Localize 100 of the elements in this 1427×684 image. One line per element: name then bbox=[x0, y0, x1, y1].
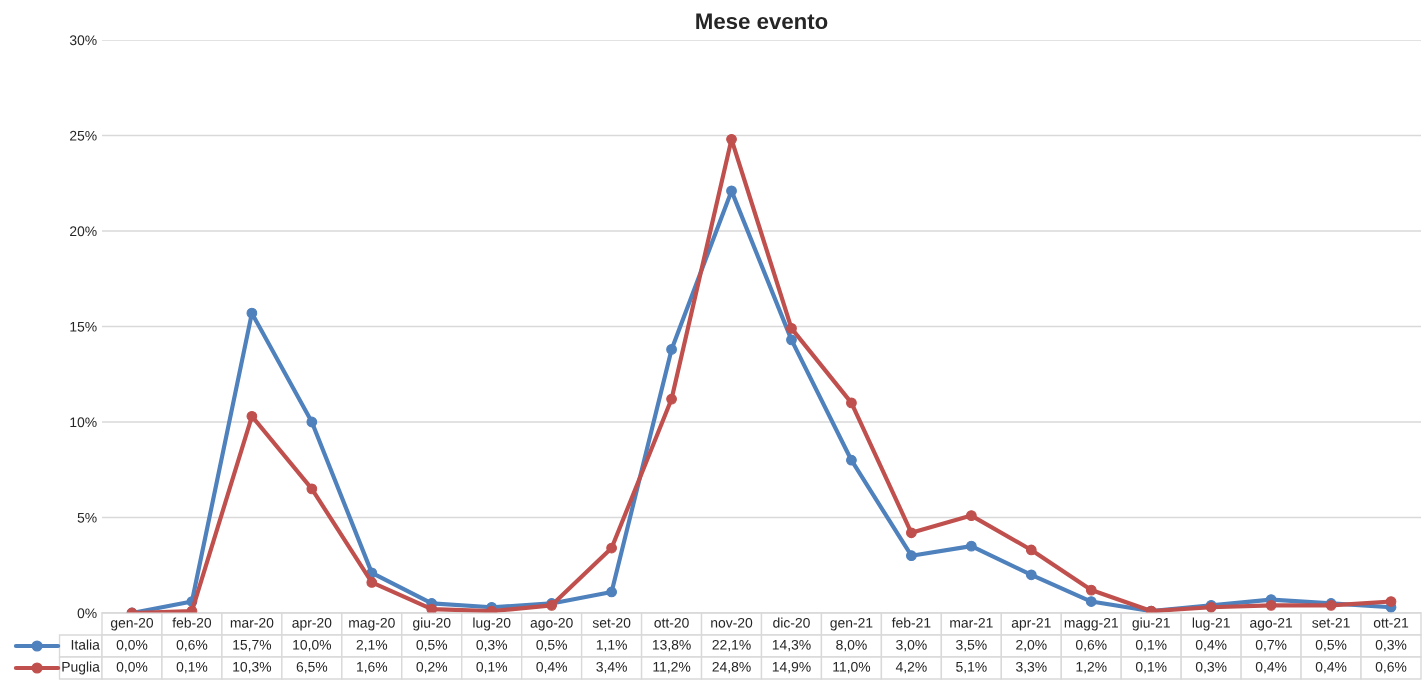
data-label: 1,2% bbox=[1076, 661, 1107, 674]
legend-label: Puglia bbox=[62, 661, 100, 675]
y-tick-label: 15% bbox=[70, 321, 97, 332]
point bbox=[246, 410, 258, 422]
point bbox=[1025, 544, 1037, 556]
data-label: 11,0% bbox=[833, 661, 871, 674]
x-tick-label: giu-21 bbox=[1132, 617, 1170, 631]
x-tick-label: nov-20 bbox=[711, 617, 753, 628]
point bbox=[726, 133, 737, 145]
y-tick-label: 25% bbox=[70, 130, 97, 141]
point bbox=[1085, 584, 1097, 596]
data-label: 0,1% bbox=[1135, 661, 1167, 674]
data-label: 5,1% bbox=[956, 661, 987, 674]
y-tick-label: 0% bbox=[77, 608, 97, 619]
data-label: 2,0% bbox=[1016, 639, 1047, 652]
x-tick-label: mar-21 bbox=[950, 617, 993, 628]
chart-title: Mese evento bbox=[696, 13, 828, 30]
data-label: 1,1% bbox=[596, 639, 627, 652]
point bbox=[306, 416, 318, 428]
x-tick-label: ago-21 bbox=[1250, 617, 1293, 631]
data-label: 0,6% bbox=[1375, 661, 1407, 674]
x-tick-label: gen-21 bbox=[830, 617, 873, 631]
data-label: 0,7% bbox=[1255, 639, 1287, 652]
data-label: 0,5% bbox=[416, 639, 448, 652]
x-tick-label: lug-20 bbox=[473, 617, 511, 631]
point bbox=[426, 603, 438, 613]
data-label: 22,1% bbox=[712, 639, 751, 652]
point bbox=[606, 542, 617, 554]
data-label: 10,3% bbox=[233, 661, 272, 674]
data-label: 13,8% bbox=[652, 639, 691, 652]
data-label: 0,5% bbox=[1315, 639, 1347, 652]
x-tick-label: mar-20 bbox=[230, 617, 274, 628]
x-tick-label: apr-21 bbox=[1011, 617, 1051, 631]
data-label: 14,9% bbox=[772, 661, 811, 674]
point bbox=[906, 550, 917, 562]
x-tick-label: ott-21 bbox=[1373, 617, 1409, 628]
point bbox=[666, 393, 677, 405]
point bbox=[786, 334, 797, 346]
data-label: 0,4% bbox=[1255, 661, 1287, 674]
x-tick-label: set-21 bbox=[1312, 617, 1350, 628]
x-tick-label: feb-21 bbox=[891, 617, 931, 628]
data-label: 14,3% bbox=[772, 639, 811, 652]
data-label: 6,5% bbox=[296, 661, 328, 674]
point bbox=[846, 454, 857, 466]
data-label: 10,0% bbox=[293, 639, 332, 652]
point bbox=[1025, 569, 1037, 581]
data-label: 0,6% bbox=[1075, 639, 1107, 652]
x-tick-label: feb-20 bbox=[172, 617, 212, 628]
point bbox=[606, 586, 617, 598]
data-label: 8,0% bbox=[836, 639, 867, 652]
data-label: 0,4% bbox=[1315, 661, 1347, 674]
point bbox=[786, 323, 797, 334]
x-tick-label: gen-20 bbox=[110, 617, 154, 631]
x-tick-label: mag-20 bbox=[349, 617, 395, 631]
data-label: 1,6% bbox=[357, 661, 388, 674]
y-tick-label: 20% bbox=[70, 226, 97, 237]
data-label: 0,4% bbox=[536, 661, 567, 674]
point bbox=[965, 510, 977, 521]
x-tick-label: apr-20 bbox=[292, 617, 332, 631]
x-tick-label: dic-20 bbox=[773, 617, 810, 628]
data-label: 3,0% bbox=[896, 639, 927, 652]
point bbox=[965, 540, 977, 552]
data-label: 3,3% bbox=[1016, 661, 1047, 674]
y-tick-label: 10% bbox=[70, 417, 97, 428]
data-label: 0,6% bbox=[176, 639, 208, 652]
x-tick-label: magg-21 bbox=[1064, 617, 1118, 631]
x-tick-label: lug-21 bbox=[1192, 617, 1230, 631]
x-tick-label: ago-20 bbox=[530, 617, 573, 631]
data-label: 0,3% bbox=[476, 639, 508, 652]
data-label: 2,1% bbox=[356, 639, 388, 652]
data-label: 24,8% bbox=[712, 661, 751, 674]
data-label: 15,7% bbox=[233, 639, 272, 652]
legend-label: Italia bbox=[71, 639, 100, 650]
point bbox=[846, 397, 857, 409]
data-label: 3,5% bbox=[956, 639, 987, 652]
data-label: 0,3% bbox=[1375, 639, 1407, 652]
x-tick-label: ott-20 bbox=[654, 617, 689, 628]
data-label: 0,2% bbox=[416, 661, 448, 674]
point bbox=[306, 483, 318, 495]
x-tick-label: set-20 bbox=[592, 617, 631, 628]
data-label: 4,2% bbox=[895, 661, 927, 674]
point bbox=[906, 527, 917, 539]
data-label: 0,5% bbox=[536, 639, 567, 652]
point bbox=[1265, 599, 1277, 611]
data-label: 0,1% bbox=[176, 661, 208, 674]
data-label: 0,0% bbox=[116, 639, 148, 652]
x-tick-label: giu-20 bbox=[413, 617, 451, 631]
data-label: 0,1% bbox=[1135, 639, 1167, 652]
point bbox=[1085, 596, 1097, 607]
data-label: 0,0% bbox=[116, 661, 148, 674]
data-label: 0,4% bbox=[1195, 639, 1227, 652]
data-label: 0,3% bbox=[1195, 661, 1227, 674]
data-label: 11,2% bbox=[653, 661, 691, 674]
point bbox=[366, 577, 378, 588]
point bbox=[1385, 596, 1397, 607]
y-tick-label: 30% bbox=[69, 35, 97, 46]
point bbox=[246, 307, 258, 319]
data-label: 0,1% bbox=[476, 661, 508, 674]
data-label: 3,4% bbox=[596, 661, 627, 674]
point bbox=[666, 344, 677, 355]
